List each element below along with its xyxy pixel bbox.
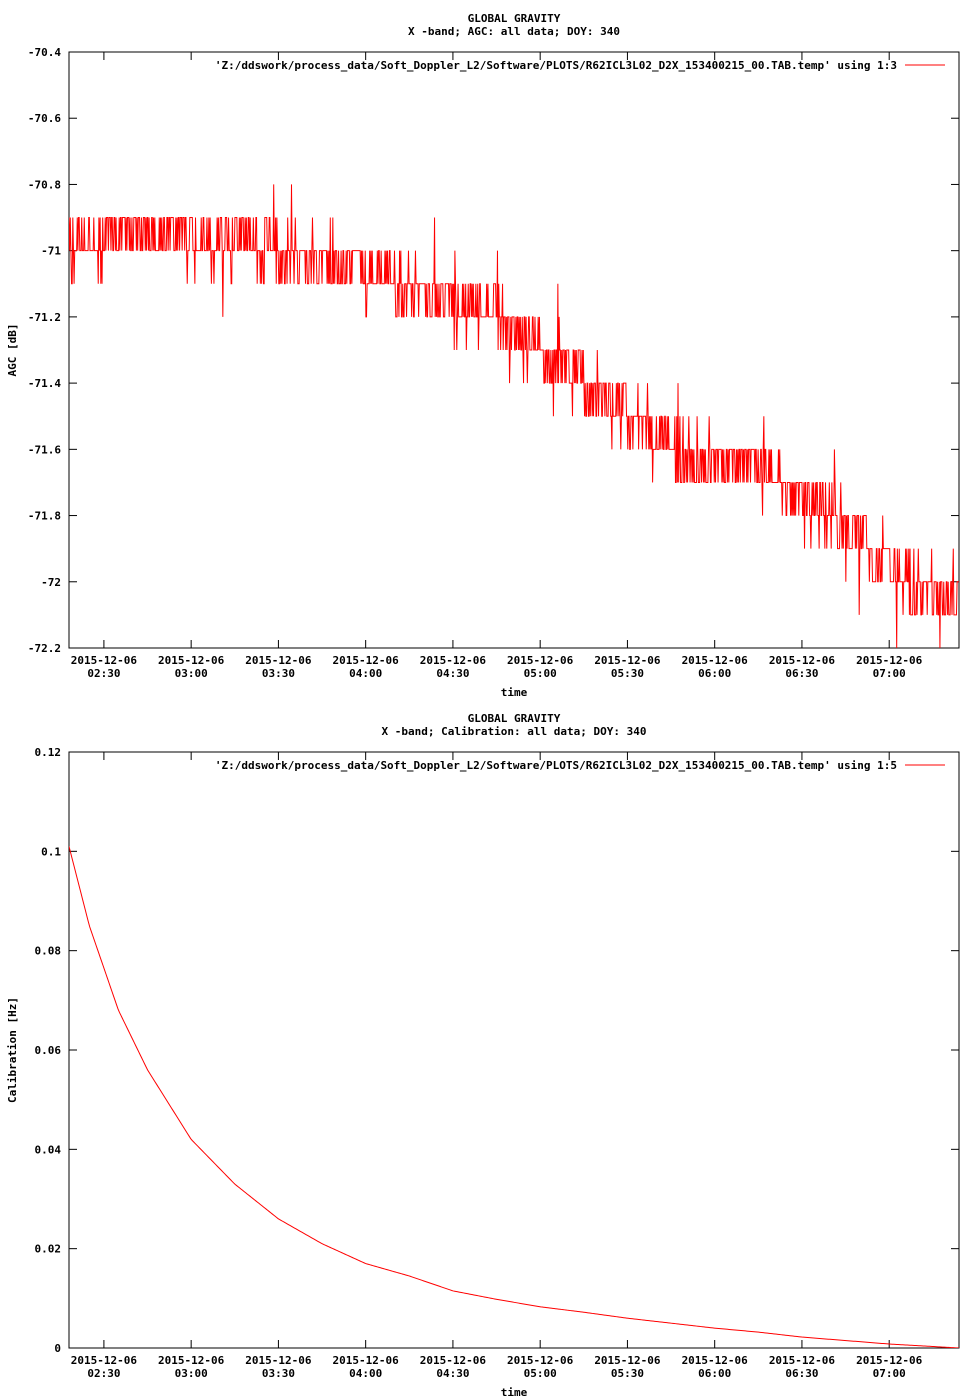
x-tick-time-label: 06:00 — [698, 1367, 731, 1380]
x-tick-date-label: 2015-12-06 — [682, 1354, 749, 1367]
x-tick-date-label: 2015-12-06 — [158, 654, 225, 667]
x-tick-date-label: 2015-12-06 — [507, 654, 574, 667]
x-axis-label: time — [501, 686, 528, 699]
x-tick-time-label: 05:00 — [524, 667, 557, 680]
plot-frame — [68, 51, 960, 649]
x-tick-date-label: 2015-12-06 — [682, 654, 749, 667]
x-tick-date-label: 2015-12-06 — [245, 1354, 312, 1367]
x-tick-time-label: 03:00 — [175, 1367, 208, 1380]
x-tick-date-label: 2015-12-06 — [158, 1354, 225, 1367]
y-tick-label: 0.12 — [35, 746, 62, 759]
x-tick-date-label: 2015-12-06 — [856, 654, 923, 667]
y-tick-label: 0.08 — [35, 945, 62, 958]
y-tick-label: 0 — [54, 1342, 61, 1355]
x-tick-time-label: 02:30 — [87, 1367, 120, 1380]
x-tick-time-label: 03:30 — [262, 667, 295, 680]
x-tick-time-label: 05:30 — [611, 1367, 644, 1380]
y-tick-label: -70.4 — [28, 46, 61, 59]
y-tick-label: -72.2 — [28, 642, 61, 655]
x-tick-time-label: 04:00 — [349, 667, 382, 680]
y-tick-label: -71 — [41, 245, 61, 258]
x-tick-time-label: 03:00 — [175, 667, 208, 680]
x-tick-date-label: 2015-12-06 — [507, 1354, 574, 1367]
y-axis-label: AGC [dB] — [6, 324, 19, 377]
x-tick-time-label: 04:00 — [349, 1367, 382, 1380]
x-axis-label: time — [501, 1386, 528, 1399]
chart-subtitle: X -band; Calibration: all data; DOY: 340 — [382, 725, 647, 738]
x-tick-time-label: 04:30 — [436, 1367, 469, 1380]
x-tick-time-label: 04:30 — [436, 667, 469, 680]
y-tick-label: 0.1 — [41, 845, 61, 858]
y-tick-label: -71.4 — [28, 377, 61, 390]
x-tick-time-label: 06:30 — [785, 667, 818, 680]
x-tick-date-label: 2015-12-06 — [769, 1354, 836, 1367]
x-tick-date-label: 2015-12-06 — [420, 654, 487, 667]
x-tick-time-label: 02:30 — [87, 667, 120, 680]
x-tick-date-label: 2015-12-06 — [333, 654, 400, 667]
y-tick-label: -70.6 — [28, 112, 61, 125]
x-tick-date-label: 2015-12-06 — [71, 654, 138, 667]
x-tick-date-label: 2015-12-06 — [420, 1354, 487, 1367]
chart-subtitle: X -band; AGC: all data; DOY: 340 — [408, 25, 620, 38]
x-tick-time-label: 03:30 — [262, 1367, 295, 1380]
y-tick-label: 0.04 — [35, 1143, 62, 1156]
x-tick-date-label: 2015-12-06 — [71, 1354, 138, 1367]
x-tick-date-label: 2015-12-06 — [856, 1354, 923, 1367]
legend-label: 'Z:/ddswork/process_data/Soft_Doppler_L2… — [215, 59, 897, 72]
y-tick-label: -72 — [41, 576, 61, 589]
series-line — [69, 184, 959, 648]
y-tick-label: -71.2 — [28, 311, 61, 324]
y-tick-label: -71.8 — [28, 510, 61, 523]
x-tick-date-label: 2015-12-06 — [769, 654, 836, 667]
x-tick-date-label: 2015-12-06 — [245, 654, 312, 667]
x-tick-time-label: 07:00 — [873, 1367, 906, 1380]
x-tick-time-label: 05:30 — [611, 667, 644, 680]
y-axis-label: Calibration [Hz] — [6, 997, 19, 1103]
x-tick-time-label: 06:30 — [785, 1367, 818, 1380]
x-tick-time-label: 06:00 — [698, 667, 731, 680]
legend-label: 'Z:/ddswork/process_data/Soft_Doppler_L2… — [215, 759, 897, 772]
y-tick-label: -71.6 — [28, 443, 61, 456]
chart-title: GLOBAL GRAVITY — [468, 712, 561, 725]
x-tick-date-label: 2015-12-06 — [594, 654, 661, 667]
y-tick-label: -70.8 — [28, 178, 61, 191]
x-tick-time-label: 07:00 — [873, 667, 906, 680]
x-tick-date-label: 2015-12-06 — [333, 1354, 400, 1367]
series-line — [69, 846, 959, 1348]
chart-title: GLOBAL GRAVITY — [468, 12, 561, 25]
x-tick-date-label: 2015-12-06 — [594, 1354, 661, 1367]
x-tick-time-label: 05:00 — [524, 1367, 557, 1380]
y-tick-label: 0.02 — [35, 1243, 62, 1256]
y-tick-label: 0.06 — [35, 1044, 62, 1057]
